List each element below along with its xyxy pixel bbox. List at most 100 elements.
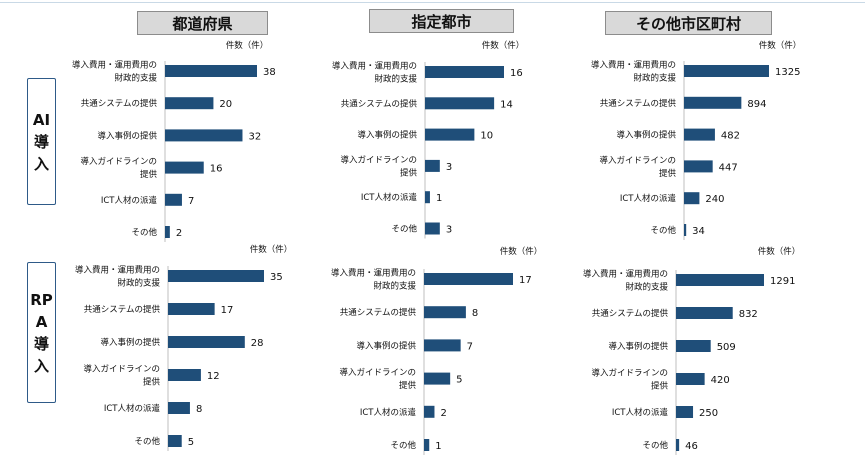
category-label: ICT人材の派遣 [612, 407, 669, 418]
category-label: 導入事例の提供 [357, 130, 417, 141]
bar [425, 222, 440, 235]
category-label: その他 [390, 440, 416, 451]
category-label: 共通システムの提供 [340, 307, 417, 318]
unit-label: 件数（件） [759, 40, 802, 51]
bar [424, 405, 435, 418]
bar [684, 160, 713, 173]
category-label: 導入費用・運用費用の財政的支援 [332, 61, 418, 85]
bar [165, 65, 257, 77]
value-label: 447 [719, 162, 738, 173]
category-label: 導入費用・運用費用の財政的支援 [75, 265, 161, 289]
bar [168, 402, 190, 414]
value-label: 250 [699, 408, 718, 419]
value-label: 28 [251, 338, 264, 349]
value-label: 17 [519, 275, 532, 286]
bar [676, 373, 705, 385]
bar [168, 336, 245, 348]
bar [165, 129, 243, 142]
bar [425, 159, 440, 172]
bar [676, 307, 733, 319]
bar [425, 66, 504, 78]
bar [424, 439, 430, 451]
top-divider [0, 2, 865, 3]
header-designated-cities: 指定都市 [369, 9, 514, 33]
category-label: 導入事例の提供 [100, 337, 160, 348]
bar [676, 274, 764, 286]
category-label: その他 [131, 227, 157, 238]
category-label: 導入事例の提供 [97, 130, 157, 141]
category-label: ICT人材の派遣 [104, 403, 161, 414]
bar [168, 369, 201, 381]
bar [168, 270, 264, 282]
value-label: 2 [176, 228, 182, 239]
category-label: 導入事例の提供 [608, 341, 668, 352]
category-label: 共通システムの提供 [81, 98, 158, 109]
bar [676, 406, 694, 418]
value-label: 5 [188, 437, 194, 448]
unit-label: 件数（件） [482, 40, 525, 51]
bar [165, 193, 182, 206]
value-label: 34 [692, 226, 705, 237]
category-label: ICT人材の派遣 [620, 193, 677, 204]
value-label: 16 [210, 164, 223, 175]
category-label: 導入ガイドラインの提供 [340, 154, 417, 178]
value-label: 8 [196, 404, 202, 415]
bar [424, 273, 513, 285]
value-label: 509 [717, 342, 736, 353]
value-label: 5 [456, 375, 462, 386]
category-label: 導入事例の提供 [616, 130, 676, 141]
value-label: 3 [446, 162, 452, 173]
bar [684, 224, 687, 236]
bar [676, 439, 680, 451]
value-label: 14 [500, 99, 513, 110]
bar [424, 339, 461, 352]
category-label: 導入ガイドラインの提供 [83, 364, 160, 388]
category-label: その他 [642, 440, 668, 451]
category-label: 導入費用・運用費用の財政的支援 [331, 268, 417, 292]
bar [165, 161, 204, 174]
value-label: 1 [436, 193, 442, 204]
category-label: ICT人材の派遣 [101, 195, 158, 206]
value-label: 7 [188, 196, 194, 207]
bar [165, 97, 214, 110]
category-label: 導入事例の提供 [356, 340, 416, 351]
bar [684, 96, 742, 109]
value-label: 38 [263, 67, 276, 78]
category-label: 共通システムの提供 [84, 304, 161, 315]
value-label: 35 [270, 272, 283, 283]
category-label: 共通システムの提供 [600, 98, 677, 109]
category-label: 導入費用・運用費用の財政的支援 [72, 60, 158, 84]
category-label: その他 [134, 436, 160, 447]
bar [684, 192, 700, 205]
value-label: 12 [207, 371, 220, 382]
category-label: 導入ガイドラインの提供 [80, 156, 157, 180]
unit-label: 件数（件） [758, 246, 801, 257]
category-label: ICT人材の派遣 [360, 407, 417, 418]
unit-label: 件数（件） [500, 246, 543, 257]
value-label: 2 [440, 408, 446, 419]
header-prefectures: 都道府県 [137, 11, 268, 35]
row-label-ai: AI導入 [27, 78, 56, 205]
value-label: 832 [739, 309, 758, 320]
unit-label: 件数（件） [250, 244, 293, 255]
bar [165, 226, 170, 238]
value-label: 1291 [770, 276, 795, 287]
value-label: 894 [747, 99, 766, 110]
header-other-municipalities: その他市区町村 [605, 11, 772, 35]
category-label: その他 [650, 225, 676, 236]
row-label-rpa: RPA導入 [27, 262, 56, 403]
value-label: 3 [446, 225, 452, 236]
value-label: 1 [435, 441, 441, 452]
bar [425, 128, 475, 141]
bar [424, 306, 466, 319]
value-label: 8 [472, 308, 478, 319]
value-label: 482 [721, 131, 740, 142]
category-label: 共通システムの提供 [592, 308, 669, 319]
category-label: 導入ガイドラインの提供 [339, 367, 416, 391]
bar [425, 97, 495, 110]
value-label: 46 [685, 441, 698, 452]
bar [424, 372, 451, 385]
value-label: 1325 [775, 67, 800, 78]
value-label: 32 [248, 131, 261, 142]
